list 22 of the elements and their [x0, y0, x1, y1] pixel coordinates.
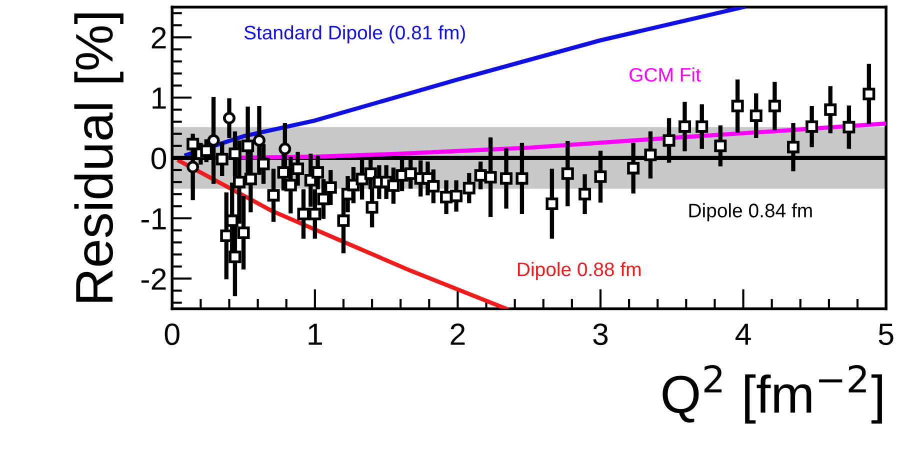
y-tick-label: -1: [141, 208, 166, 230]
y-tick-label: 1: [152, 88, 166, 109]
y-tick-label: -2: [141, 268, 166, 290]
x-tick-label: 5: [878, 324, 894, 346]
point: [252, 134, 266, 147]
text: GCM Fit: [630, 67, 701, 82]
series-label: Dipole 0.88 fm: [518, 262, 640, 280]
x-tick-label: 4: [735, 324, 751, 345]
line-series: [184, 7, 746, 158]
point: [278, 142, 292, 156]
point: [223, 112, 236, 124]
point: [186, 160, 200, 174]
y-tick-label: 0: [151, 148, 166, 170]
x-tick-label: 2: [450, 323, 465, 345]
x-tick-label: 3: [593, 323, 608, 346]
point: [207, 134, 220, 147]
x-axis-title: Q$^{2}$ [fm$^{−2}$]: [662, 365, 882, 424]
y-axis-title: Residual [%]: [74, 14, 124, 302]
x-tick-label: 1: [308, 324, 322, 345]
series-label: Standard Dipole (0.81 fm): [244, 25, 465, 44]
text: Dipole 0.84 fm: [689, 203, 812, 222]
y-tick-label: 2: [152, 27, 166, 48]
